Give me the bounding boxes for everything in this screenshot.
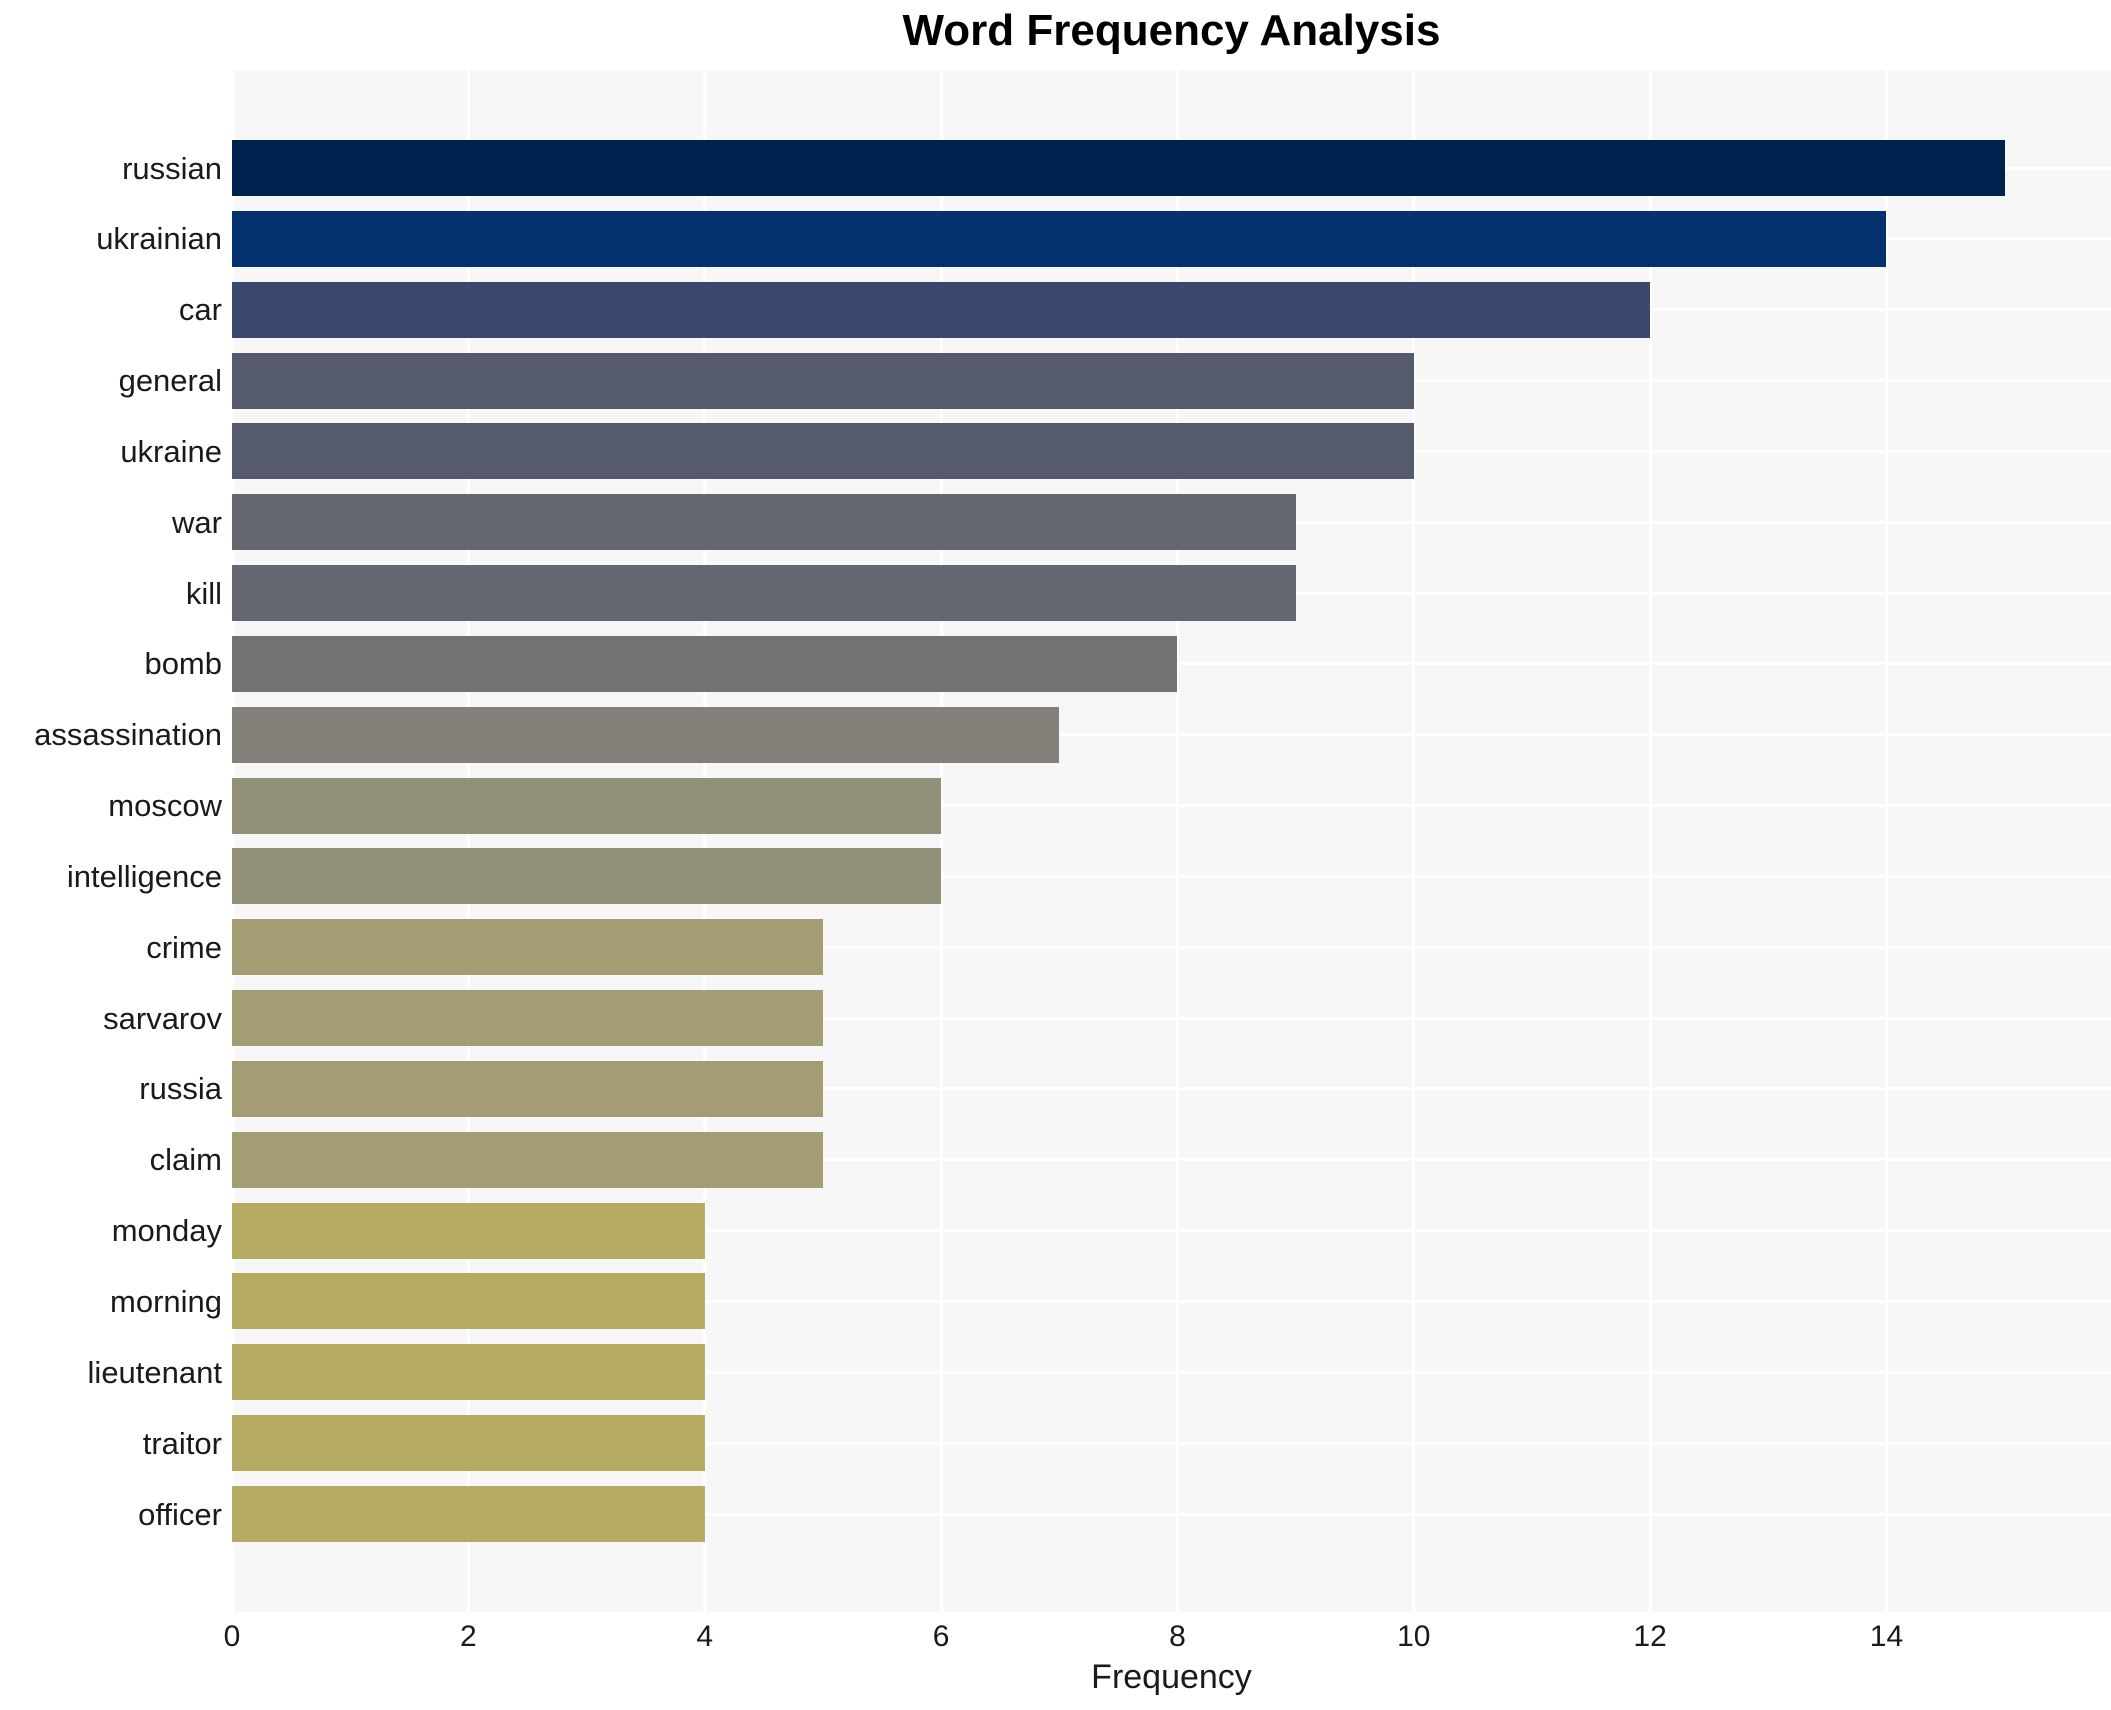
- category-label-assassination: assassination: [34, 717, 222, 753]
- category-label-ukraine: ukraine: [120, 433, 222, 469]
- category-label-ukrainian: ukrainian: [96, 221, 222, 257]
- category-label-russian: russian: [122, 150, 222, 186]
- category-label-claim: claim: [149, 1142, 222, 1178]
- bar-general: [232, 352, 1414, 409]
- bar-morning: [232, 1273, 705, 1330]
- gridline-horizontal: [232, 945, 2111, 949]
- x-tick-label-14: 14: [1869, 1620, 1904, 1653]
- category-label-officer: officer: [138, 1496, 222, 1532]
- x-tick-label-6: 6: [932, 1620, 950, 1653]
- bar-car: [232, 281, 1651, 338]
- bar-ukrainian: [232, 210, 1887, 267]
- gridline-vertical: [1884, 70, 1888, 1612]
- category-label-russia: russia: [139, 1071, 222, 1107]
- gridline-vertical: [466, 70, 470, 1612]
- gridline-horizontal: [232, 1299, 2111, 1303]
- bar-bomb: [232, 635, 1178, 692]
- gridline-vertical: [1648, 70, 1652, 1612]
- bar-war: [232, 494, 1296, 551]
- x-tick-label-10: 10: [1397, 1620, 1431, 1653]
- gridline-vertical: [939, 70, 943, 1612]
- bar-officer: [232, 1486, 705, 1542]
- gridline-horizontal: [232, 1512, 2111, 1516]
- bar-sarvarov: [232, 990, 823, 1047]
- bar-russia: [232, 1060, 823, 1117]
- gridline-vertical: [230, 70, 234, 1612]
- category-label-moscow: moscow: [108, 788, 222, 824]
- bar-kill: [232, 565, 1296, 622]
- x-tick-label-4: 4: [696, 1620, 714, 1653]
- bar-moscow: [232, 777, 942, 834]
- chart-title: Word Frequency Analysis: [902, 6, 1441, 55]
- bar-ukraine: [232, 423, 1414, 480]
- category-label-traitor: traitor: [142, 1425, 222, 1461]
- bar-crime: [232, 919, 823, 976]
- bar-assassination: [232, 706, 1060, 763]
- category-label-morning: morning: [110, 1283, 222, 1319]
- gridline-horizontal: [232, 1229, 2111, 1233]
- gridline-horizontal: [232, 1370, 2111, 1374]
- bar-intelligence: [232, 848, 942, 905]
- category-label-car: car: [178, 292, 222, 328]
- category-label-lieutenant: lieutenant: [87, 1354, 222, 1390]
- gridline-horizontal: [232, 874, 2111, 878]
- gridline-vertical: [1175, 70, 1179, 1612]
- gridline-horizontal: [232, 804, 2111, 808]
- category-label-general: general: [118, 363, 222, 399]
- gridline-horizontal: [232, 1441, 2111, 1445]
- gridline-vertical: [703, 70, 707, 1612]
- gridline-horizontal: [232, 1087, 2111, 1091]
- bar-monday: [232, 1202, 705, 1259]
- category-label-intelligence: intelligence: [66, 858, 222, 894]
- bar-claim: [232, 1131, 823, 1188]
- bar-lieutenant: [232, 1344, 705, 1401]
- bar-russian: [232, 140, 2005, 196]
- category-label-crime: crime: [146, 929, 222, 965]
- gridline-horizontal: [232, 1158, 2111, 1162]
- x-tick-label-8: 8: [1169, 1620, 1186, 1653]
- category-label-kill: kill: [185, 575, 222, 611]
- x-tick-label-2: 2: [460, 1620, 477, 1653]
- x-axis-label: Frequency: [1091, 1658, 1252, 1696]
- x-tick-label-0: 0: [223, 1620, 241, 1653]
- category-label-sarvarov: sarvarov: [103, 1000, 222, 1036]
- category-label-war: war: [172, 504, 222, 540]
- gridline-vertical: [1412, 70, 1416, 1612]
- gridline-horizontal: [232, 1016, 2111, 1020]
- category-label-monday: monday: [111, 1213, 222, 1249]
- bar-traitor: [232, 1415, 705, 1472]
- category-label-bomb: bomb: [144, 646, 222, 682]
- x-tick-label-12: 12: [1633, 1620, 1667, 1653]
- plot-area: [230, 70, 2111, 1612]
- gridline-horizontal: [232, 733, 2111, 737]
